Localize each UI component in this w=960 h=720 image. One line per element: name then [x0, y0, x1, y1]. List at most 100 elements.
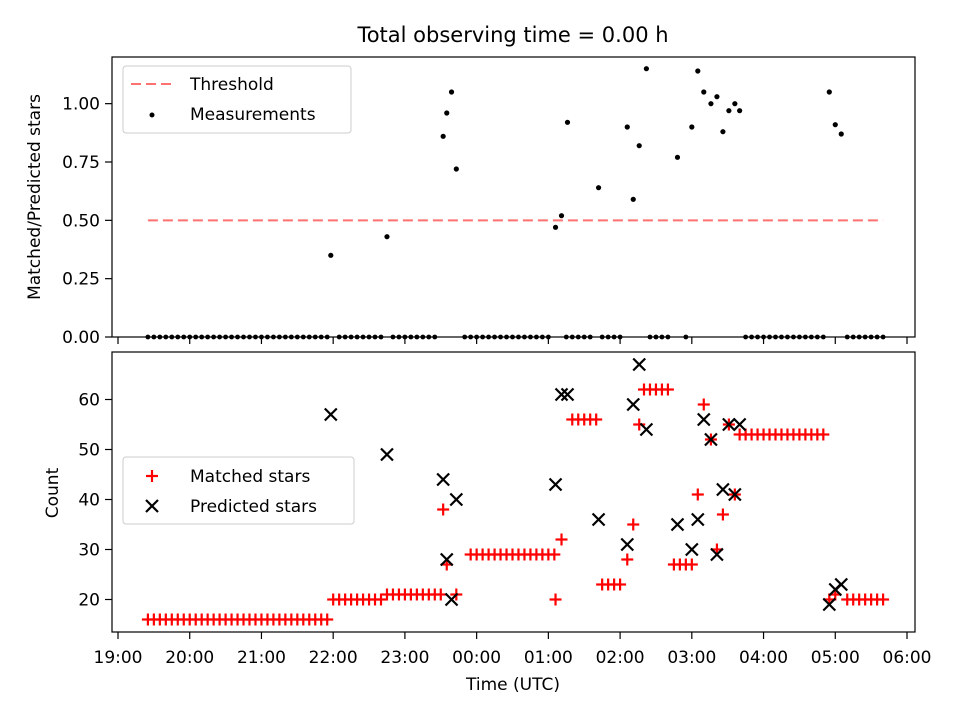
bottom-legend: Matched stars Predicted stars [122, 456, 355, 525]
measurement-point [636, 143, 642, 149]
count-panel: Count Time (UTC) 20 30 40 50 60 19:00 20:00 21… [43, 351, 932, 695]
bottom-x-tick-label: 23:00 [380, 648, 429, 668]
top-axes-frame [111, 56, 916, 338]
measurement-point [714, 94, 720, 100]
bottom-x-tick-label: 04:00 [739, 648, 788, 668]
figure-title: Total observing time = 0.00 h [356, 23, 668, 47]
matched-marker [549, 593, 562, 606]
top-y-ticks: 0.00 0.25 0.50 0.75 1.00 [62, 95, 112, 348]
predicted-marker [632, 357, 646, 372]
predicted-legend-swatch [145, 499, 159, 513]
bottom-x-ticks: 19:00 20:00 21:00 22:00 23:00 00:00 01:00 02:00… [94, 632, 932, 668]
measurement-point [440, 133, 446, 139]
measurement-point [726, 108, 732, 114]
bottom-axes-frame [111, 351, 916, 633]
predicted-marker [732, 417, 747, 432]
measurement-point [595, 185, 602, 191]
matched-legend-swatch [146, 470, 158, 482]
top-ylabel: Matched/Predicted stars [25, 94, 45, 300]
top-legend-box [122, 65, 352, 134]
measurement-point [826, 89, 832, 95]
matched-marker [555, 533, 568, 546]
measurement-point [558, 213, 565, 219]
predicted-marker [834, 577, 849, 592]
matched-marker [621, 553, 634, 566]
matched-marker [614, 578, 627, 591]
bottom-xlabel: Time (UTC) [465, 675, 560, 695]
matched-marker [877, 593, 890, 606]
measurement-point [630, 196, 636, 202]
top-y-tick-label: 0.75 [62, 153, 100, 173]
measurement-point [453, 166, 459, 172]
predicted-marker [620, 537, 635, 552]
predicted-marker [822, 597, 837, 612]
predicted-marker [728, 487, 742, 502]
measurement-point [328, 252, 334, 258]
matched-marker [817, 428, 830, 441]
bottom-x-tick-label: 20:00 [165, 648, 214, 668]
measurements-legend-label: Measurements [190, 105, 316, 125]
measurement-point [674, 154, 681, 160]
top-legend: Threshold Measurements [122, 65, 352, 134]
threshold-legend-label: Threshold [189, 75, 274, 95]
measurement-point [448, 89, 455, 95]
measurement-point [732, 101, 738, 107]
measurement-point [552, 224, 559, 230]
ratio-panel: Matched/Predicted stars 0.00 0.25 0.50 0.75… [25, 56, 916, 348]
predicted-marker [444, 592, 459, 607]
bottom-y-tick-label: 40 [78, 491, 100, 511]
matched-marker [434, 588, 447, 601]
matched-marker [590, 413, 603, 426]
predicted-marker [439, 552, 454, 567]
measurement-point [720, 129, 726, 135]
predicted-marker [548, 477, 563, 492]
predicted-marker [554, 387, 569, 402]
matched-marker [437, 503, 450, 516]
matched-marker [691, 488, 704, 501]
bottom-y-tick-label: 60 [78, 391, 100, 411]
measurement-point [737, 108, 743, 114]
bottom-y-tick-label: 20 [78, 591, 100, 611]
predicted-marker [591, 512, 606, 527]
measurement-point [624, 124, 630, 130]
measurement-point [708, 101, 714, 107]
predicted-marker [722, 417, 736, 432]
bottom-x-tick-label: 00:00 [452, 648, 501, 668]
bottom-legend-box [122, 456, 355, 525]
matched-marker [685, 558, 698, 571]
matched-marker [716, 508, 729, 521]
predicted-marker [704, 432, 718, 447]
measurement-point [832, 122, 838, 128]
predicted-marker [685, 542, 699, 557]
matched-marker [697, 398, 710, 411]
bottom-x-tick-label: 22:00 [309, 648, 358, 668]
measurement-point [643, 66, 649, 72]
bottom-x-tick-label: 02:00 [596, 648, 645, 668]
bottom-y-ticks: 20 30 40 50 60 [78, 391, 112, 611]
bottom-x-tick-label: 01:00 [524, 648, 573, 668]
measurement-point [701, 89, 707, 95]
predicted-marker [716, 482, 730, 497]
measurement-point [695, 68, 701, 74]
bottom-x-tick-label: 19:00 [94, 648, 143, 668]
matched-marker [321, 613, 334, 626]
top-y-tick-label: 0.25 [62, 270, 100, 290]
predicted-marker [710, 547, 724, 562]
matched-marker [633, 418, 646, 431]
measurements-legend-swatch [149, 112, 155, 118]
predicted-marker [696, 412, 711, 427]
measurement-point [444, 110, 450, 116]
bottom-ylabel: Count [43, 467, 63, 518]
bottom-plot-marks [141, 357, 890, 626]
bottom-x-tick-label: 03:00 [667, 648, 716, 668]
measurement-point [384, 234, 390, 240]
predicted-marker [560, 387, 575, 402]
predicted-marker [639, 422, 654, 437]
predicted-marker [449, 492, 464, 507]
measurement-point [838, 131, 844, 137]
predicted-marker [670, 517, 685, 532]
predicted-marker [324, 407, 338, 422]
predicted-marker [626, 397, 641, 412]
bottom-x-tick-label: 06:00 [883, 648, 932, 668]
matched-marker [661, 383, 674, 396]
